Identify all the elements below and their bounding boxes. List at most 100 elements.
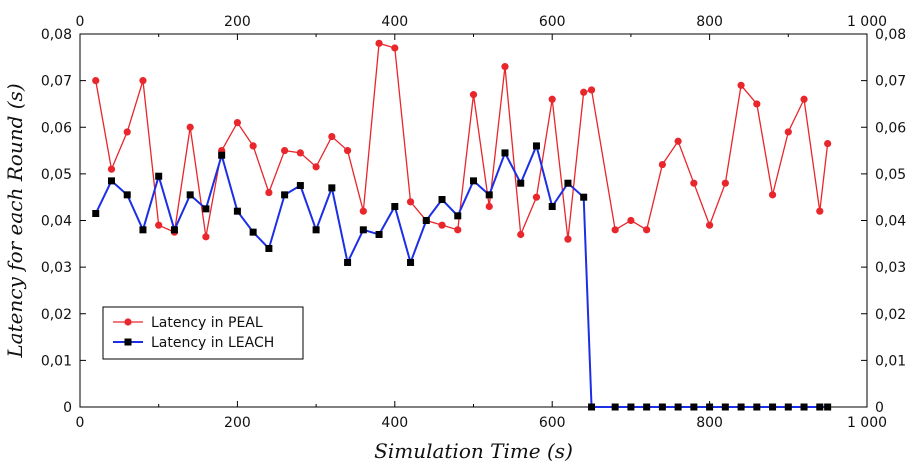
legend-marker (124, 318, 132, 326)
y-tick-label-left: 0,07 (41, 74, 72, 90)
x-tick-label-bottom: 200 (224, 415, 251, 431)
legend-label: Latency in PEAL (151, 315, 263, 331)
data-point (737, 81, 745, 89)
data-point (816, 207, 824, 215)
data-point (643, 403, 651, 411)
data-point (485, 202, 493, 211)
data-point (359, 226, 367, 234)
y-tick-label-left: 0,01 (41, 353, 72, 369)
x-tick-label-top: 400 (381, 14, 408, 30)
data-point (155, 221, 163, 229)
data-point (769, 403, 777, 411)
y-tick-label-right: 0,08 (875, 27, 906, 43)
x-tick-label-bottom: 400 (381, 415, 408, 431)
data-point (469, 91, 478, 99)
data-point (438, 196, 446, 204)
data-point (784, 128, 792, 136)
data-point (328, 184, 336, 192)
data-point (312, 226, 320, 234)
legend-label: Latency in LEACH (151, 335, 274, 351)
x-tick-label-top: 800 (696, 14, 723, 30)
data-point (532, 193, 541, 201)
data-point (800, 403, 808, 411)
data-point (375, 39, 383, 47)
data-point (359, 207, 367, 215)
y-tick-label-left: 0,03 (41, 260, 72, 276)
data-point (690, 403, 698, 411)
data-point (312, 163, 320, 171)
y-tick-label-right: 0,07 (875, 74, 906, 90)
data-point (343, 146, 352, 155)
data-point (296, 149, 304, 157)
y-tick-label-left: 0 (63, 400, 72, 416)
data-point (706, 221, 714, 229)
data-point (643, 226, 651, 234)
data-point (249, 228, 257, 236)
data-point (344, 258, 352, 266)
legend-entry: Latency in PEAL (113, 315, 263, 331)
data-point (281, 191, 289, 199)
x-tick-label-top: 0 (76, 14, 85, 30)
data-point (202, 205, 210, 213)
data-point (501, 63, 509, 71)
y-tick-label-left: 0,06 (41, 120, 72, 136)
y-tick-label-right: 0,03 (875, 260, 906, 276)
data-point (123, 128, 131, 136)
data-point (454, 226, 462, 234)
legend-marker (124, 338, 132, 346)
data-point (170, 226, 178, 234)
y-tick-label-left: 0,08 (41, 27, 72, 43)
data-point (737, 403, 745, 411)
data-point (422, 217, 430, 224)
y-tick-label-right: 0,02 (875, 307, 906, 323)
y-axis-title: Latency for each Round (s) (3, 83, 27, 358)
y-tick-label-right: 0,04 (875, 214, 906, 230)
data-point (824, 403, 832, 411)
data-point (155, 172, 163, 180)
data-point (532, 142, 540, 150)
x-axis-title: Simulation Time (s) (374, 439, 573, 463)
data-point (92, 77, 100, 85)
data-point (753, 403, 761, 411)
data-point (107, 165, 116, 173)
data-point (375, 230, 383, 238)
x-tick-label-top: 200 (224, 14, 251, 30)
data-point (784, 403, 792, 411)
data-point (296, 182, 304, 190)
series-line (94, 142, 828, 408)
data-point (706, 403, 714, 411)
legend-box (102, 306, 304, 360)
data-point (548, 95, 556, 103)
data-point (485, 191, 493, 199)
data-point (627, 216, 635, 225)
data-point (721, 179, 729, 187)
y-tick-label-right: 0,05 (875, 167, 906, 183)
data-point (816, 403, 824, 411)
data-point (233, 207, 241, 215)
data-point (548, 203, 556, 211)
data-point (501, 149, 509, 157)
data-point (123, 191, 131, 199)
data-point (265, 244, 273, 252)
data-point (768, 191, 777, 199)
data-point (564, 235, 572, 243)
data-point (233, 118, 241, 127)
series-leach (92, 142, 832, 411)
y-tick-label-left: 0,05 (41, 167, 72, 183)
data-point (587, 86, 596, 94)
data-point (824, 139, 832, 148)
data-point (265, 188, 273, 197)
data-point (674, 137, 682, 145)
data-point (438, 221, 446, 229)
data-point (721, 403, 729, 411)
y-tick-label-right: 0,01 (875, 353, 906, 369)
data-point (186, 191, 194, 199)
data-point (658, 160, 666, 169)
data-point (800, 95, 808, 103)
data-point (407, 258, 415, 266)
x-tick-label-top: 1 000 (847, 14, 887, 30)
data-point (107, 177, 115, 185)
y-tick-label-left: 0,04 (41, 214, 72, 230)
data-point (406, 198, 415, 206)
